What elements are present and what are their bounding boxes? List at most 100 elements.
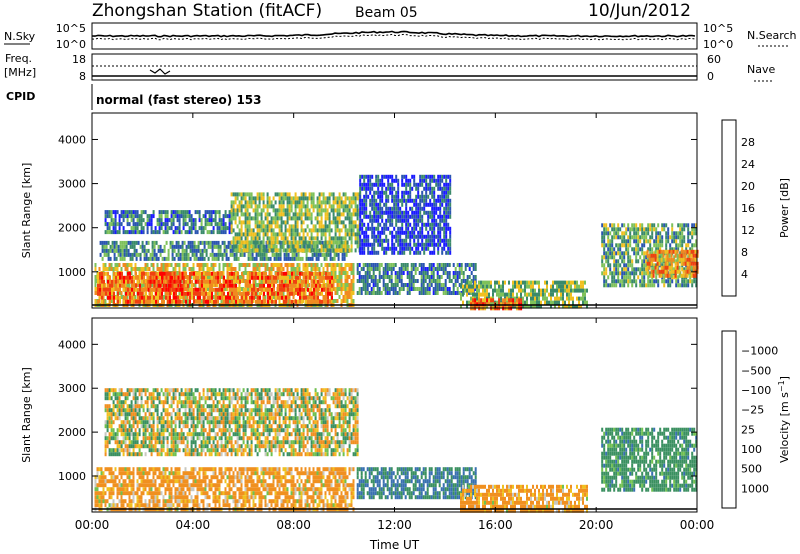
data-cell	[298, 236, 301, 241]
data-cell	[538, 300, 540, 305]
data-cell	[321, 271, 323, 276]
data-cell	[141, 271, 143, 276]
data-cell	[126, 218, 129, 223]
data-cell	[354, 224, 357, 229]
data-cell	[530, 304, 532, 309]
data-cell	[274, 212, 277, 217]
data-cell	[409, 222, 412, 227]
data-cell	[159, 287, 162, 292]
data-cell	[228, 263, 231, 267]
data-cell	[249, 275, 251, 280]
data-cell	[258, 204, 261, 209]
data-cell	[299, 291, 301, 296]
data-cell	[199, 279, 201, 284]
data-cell	[153, 244, 156, 249]
data-cell	[420, 271, 423, 275]
data-cell	[411, 206, 414, 211]
data-cell	[237, 275, 239, 280]
data-cell	[318, 279, 321, 283]
data-cell	[448, 275, 451, 279]
data-cell	[387, 218, 390, 223]
data-cell	[568, 288, 570, 293]
data-cell	[326, 224, 329, 229]
data-cell	[623, 243, 626, 248]
data-cell	[441, 226, 444, 231]
data-cell	[320, 200, 323, 205]
data-cell	[193, 275, 195, 280]
data-cell	[293, 252, 296, 257]
data-cell	[263, 271, 265, 276]
data-cell	[393, 210, 396, 215]
data-cell	[103, 248, 106, 253]
data-cell	[247, 291, 249, 296]
data-cell	[429, 190, 432, 195]
data-cell	[449, 182, 452, 187]
data-cell	[146, 263, 149, 267]
data-cell	[318, 212, 321, 217]
data-cell	[603, 267, 606, 272]
data-cell	[231, 291, 233, 296]
data-cell	[226, 263, 229, 267]
data-cell	[454, 271, 457, 275]
data-cell	[524, 300, 526, 305]
data-cell	[396, 291, 399, 295]
data-cell	[462, 279, 465, 283]
data-cell	[570, 292, 572, 297]
data-cell	[309, 275, 311, 280]
data-cell	[560, 284, 562, 289]
data-cell	[127, 291, 129, 296]
data-cell	[619, 247, 622, 252]
data-cell	[311, 252, 314, 257]
data-cell	[462, 300, 464, 305]
data-cell	[116, 267, 119, 271]
data-cell	[301, 283, 303, 288]
data-cell	[310, 216, 313, 221]
data-cell	[625, 243, 628, 248]
data-cell	[359, 222, 362, 227]
data-cell	[188, 230, 191, 235]
data-cell	[314, 224, 317, 229]
data-cell	[462, 275, 465, 279]
data-cell	[379, 230, 382, 235]
data-cell	[246, 287, 249, 291]
data-cell	[107, 252, 110, 257]
data-cell	[188, 283, 191, 287]
data-cell	[342, 200, 345, 205]
data-cell	[239, 252, 242, 257]
data-cell	[520, 298, 523, 303]
data-cell	[350, 299, 353, 303]
data-cell	[423, 198, 426, 203]
data-cell	[514, 280, 516, 285]
data-cell	[175, 240, 178, 245]
data-cell	[395, 218, 398, 223]
data-cell	[150, 230, 153, 235]
data-cell	[274, 216, 277, 221]
data-cell	[623, 255, 626, 260]
data-cell	[190, 275, 193, 279]
data-cell	[570, 280, 572, 285]
data-cell	[271, 295, 273, 300]
data-cell	[294, 267, 297, 271]
data-cell	[103, 252, 106, 257]
data-cell	[314, 204, 317, 209]
data-cell	[203, 240, 206, 245]
data-cell	[286, 228, 289, 233]
data-cell	[435, 198, 438, 203]
data-cell	[232, 236, 235, 241]
data-cell	[609, 231, 612, 236]
data-cell	[401, 222, 404, 227]
data-cell	[441, 218, 444, 223]
data-cell	[377, 182, 380, 187]
data-cell	[364, 275, 367, 279]
data-cell	[261, 299, 263, 304]
data-cell	[120, 222, 123, 227]
data-cell	[283, 271, 285, 276]
data-cell	[224, 226, 227, 231]
data-cell	[395, 246, 398, 251]
data-cell	[359, 238, 362, 243]
data-cell	[425, 234, 428, 239]
data-cell	[418, 263, 421, 267]
data-cell	[400, 267, 403, 271]
data-cell	[245, 287, 247, 292]
data-cell	[264, 212, 267, 217]
